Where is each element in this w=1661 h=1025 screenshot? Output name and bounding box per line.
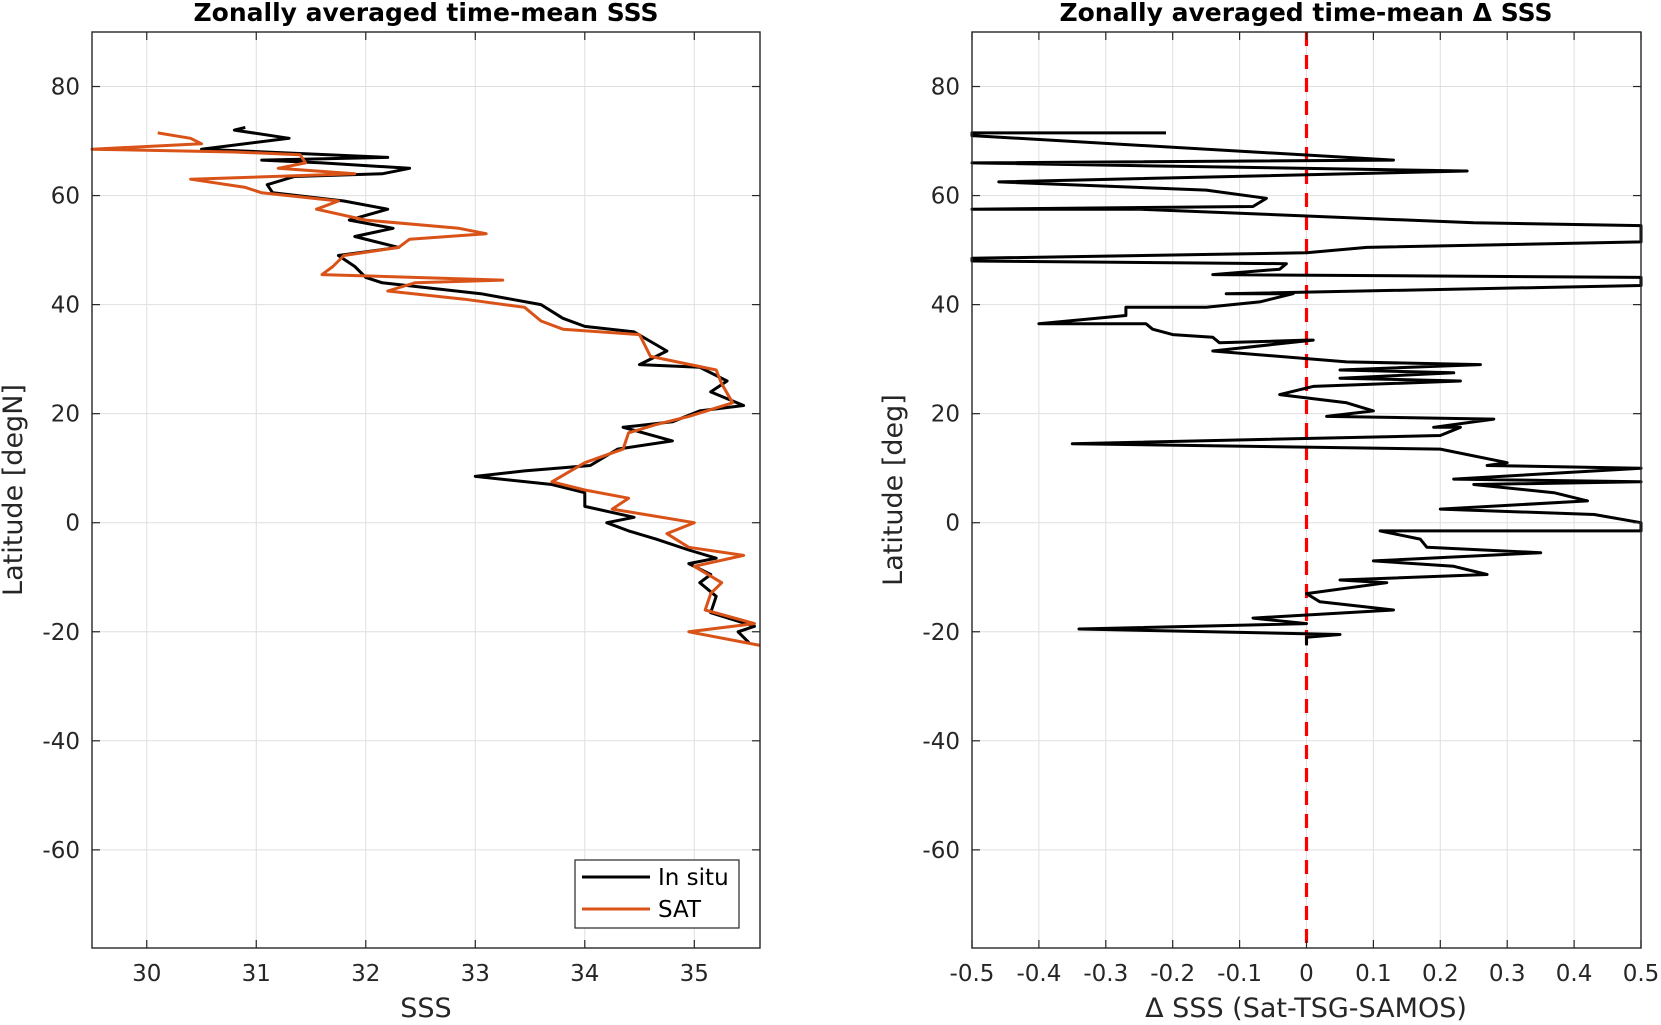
ticks: 30 31 32 33 34 35 -60 -40 -20 0 20 40 60 80: [42, 32, 760, 987]
y-tick-label: 60: [51, 184, 80, 210]
y-tick-label: -20: [922, 620, 960, 646]
y-tick-label: -60: [42, 838, 80, 864]
sss-panel: 30 31 32 33 34 35 -60 -40 -20 0 20 40 60 80 Zonally a…: [0, 0, 761, 1024]
x-tick-label: 30: [132, 961, 161, 987]
y-tick-label: 20: [51, 402, 80, 428]
y-tick-label: 60: [931, 184, 960, 210]
y-axis-label: Latitude [deg]: [878, 394, 909, 586]
legend: In situ SAT: [574, 859, 740, 929]
legend-label-in-situ: In situ: [658, 865, 729, 891]
x-tick-label: -0.1: [1217, 961, 1262, 987]
x-tick-label: 0: [1299, 961, 1314, 987]
y-tick-label: 80: [931, 75, 960, 101]
x-tick-label: -0.4: [1016, 961, 1061, 987]
plot-area: [92, 32, 760, 948]
series-layer: [970, 131, 1643, 646]
y-tick-label: 40: [931, 293, 960, 319]
x-tick-label: -0.3: [1083, 961, 1128, 987]
chart-title: Zonally averaged time-mean SSS: [194, 0, 659, 27]
x-tick-label: -0.5: [950, 961, 995, 987]
y-tick-label: -60: [922, 838, 960, 864]
y-tick-label: 0: [65, 511, 80, 537]
chart-title: Zonally averaged time-mean Δ SSS: [1060, 0, 1553, 27]
x-tick-label: 0.3: [1489, 961, 1526, 987]
x-tick-label: 34: [570, 961, 599, 987]
y-tick-label: -40: [922, 729, 960, 755]
x-tick-label: 0.2: [1422, 961, 1459, 987]
series-line-sat: [90, 131, 761, 647]
x-tick-label: 32: [351, 961, 380, 987]
x-axis-label: Δ SSS (Sat-TSG-SAMOS): [1145, 993, 1467, 1024]
y-tick-label: 40: [51, 293, 80, 319]
x-tick-label: 33: [461, 961, 490, 987]
x-tick-label: 0.4: [1556, 961, 1593, 987]
y-axis-label: Latitude [degN]: [0, 384, 29, 596]
x-axis-label: SSS: [400, 993, 451, 1024]
x-tick-label: 0.1: [1355, 961, 1392, 987]
series-line-in-situ: [200, 125, 756, 644]
y-tick-label: 20: [931, 402, 960, 428]
ticks: -0.5 -0.4 -0.3 -0.2 -0.1 0 0.1 0.2 0.3 0.4 0.5 -60 -…: [922, 32, 1659, 987]
legend-box: [574, 859, 740, 929]
series-line-delta-sss: [970, 131, 1643, 646]
y-tick-label: -20: [42, 620, 80, 646]
axes-box: [91, 31, 761, 949]
x-tick-label: 0.5: [1623, 961, 1660, 987]
x-tick-label: 35: [680, 961, 709, 987]
x-tick-label: 31: [242, 961, 271, 987]
y-tick-label: -40: [42, 729, 80, 755]
legend-label-sat: SAT: [658, 897, 702, 923]
x-tick-label: -0.2: [1150, 961, 1195, 987]
y-tick-label: 0: [945, 511, 960, 537]
delta-sss-panel: -0.5 -0.4 -0.3 -0.2 -0.1 0 0.1 0.2 0.3 0.4 0.5 -60 -…: [878, 0, 1659, 1024]
y-tick-label: 80: [51, 75, 80, 101]
series-layer: [90, 125, 761, 647]
